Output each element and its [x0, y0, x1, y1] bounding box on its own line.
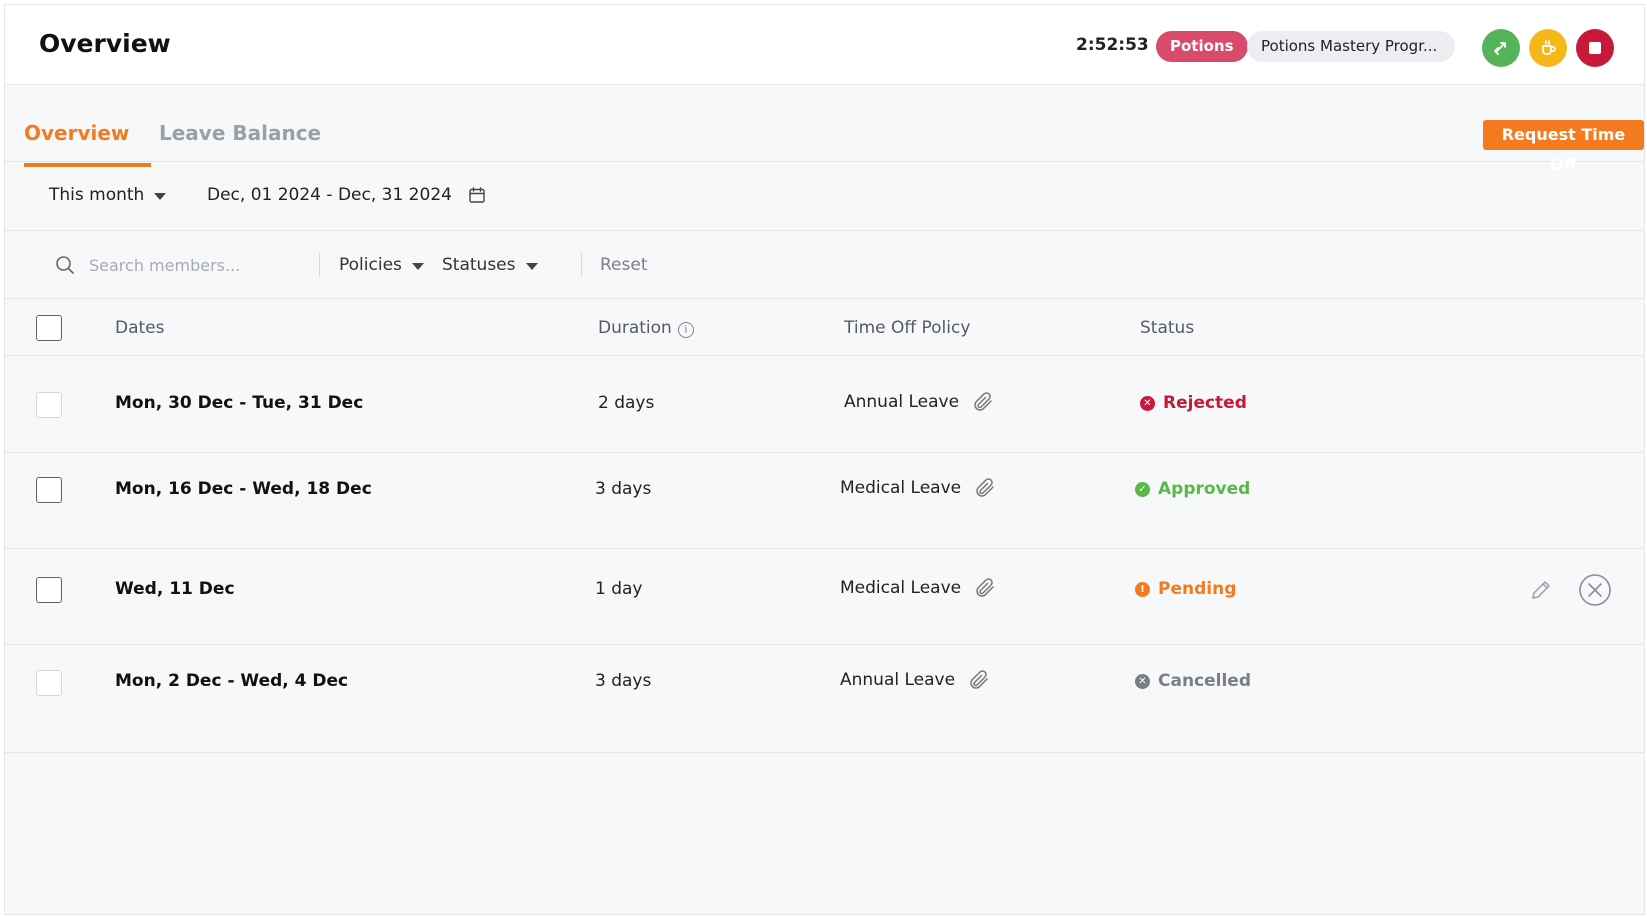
row-policy: Annual Leave — [844, 390, 995, 414]
row-dates: Wed, 11 Dec — [115, 579, 235, 599]
break-button[interactable] — [1529, 29, 1567, 67]
table-row[interactable]: Mon, 16 Dec - Wed, 18 Dec 3 days Medical… — [5, 453, 1644, 549]
filter-divider — [319, 253, 320, 277]
column-duration-label: Duration — [598, 318, 672, 338]
select-all-checkbox[interactable] — [36, 315, 62, 341]
row-status-label: Cancelled — [1158, 671, 1252, 691]
paperclip-icon[interactable] — [967, 668, 991, 692]
policies-label: Policies — [339, 255, 402, 275]
page-title: Overview — [39, 29, 171, 58]
row-status: ! Pending — [1135, 579, 1236, 599]
coffee-cup-icon — [1542, 40, 1556, 55]
top-header: Overview 2:52:53 Potions Potions Mastery… — [5, 5, 1644, 85]
row-status-label: Pending — [1158, 579, 1237, 599]
date-range-picker[interactable]: Dec, 01 2024 - Dec, 31 2024 — [207, 185, 486, 205]
row-policy-label: Annual Leave — [840, 670, 956, 690]
cancel-request-icon[interactable] — [1578, 573, 1612, 607]
paperclip-icon[interactable] — [971, 390, 995, 414]
column-status[interactable]: Status — [1140, 318, 1195, 338]
row-checkbox[interactable] — [36, 577, 62, 603]
row-checkbox — [36, 670, 62, 696]
range-dropdown-label: This month — [49, 185, 145, 205]
pending-icon: ! — [1135, 581, 1150, 597]
row-duration: 2 days — [598, 393, 655, 413]
filter-divider — [581, 253, 582, 277]
timer-display: 2:52:53 — [1076, 35, 1149, 55]
request-time-off-button[interactable]: Request Time Off — [1483, 120, 1644, 174]
calendar-icon — [469, 187, 485, 203]
tab-overview[interactable]: Overview — [24, 121, 151, 167]
switch-task-button[interactable] — [1482, 29, 1520, 67]
caret-down-icon — [525, 263, 538, 270]
table-row[interactable]: Wed, 11 Dec 1 day Medical Leave ! Pendin… — [5, 549, 1644, 645]
range-dropdown[interactable]: This month — [49, 185, 167, 205]
row-policy-label: Medical Leave — [840, 578, 962, 598]
rejected-icon: ✕ — [1140, 395, 1155, 411]
paperclip-icon[interactable] — [973, 476, 997, 500]
approved-icon: ✓ — [1135, 481, 1150, 497]
table-row[interactable]: Mon, 2 Dec - Wed, 4 Dec 3 days Annual Le… — [5, 645, 1644, 753]
row-dates: Mon, 30 Dec - Tue, 31 Dec — [115, 393, 364, 413]
row-duration: 1 day — [595, 579, 643, 599]
row-status-label: Approved — [1158, 479, 1251, 499]
row-policy: Annual Leave — [840, 668, 991, 692]
row-status: ✕ Rejected — [1140, 393, 1247, 413]
column-dates[interactable]: Dates — [115, 318, 165, 338]
row-dates: Mon, 16 Dec - Wed, 18 Dec — [115, 479, 372, 499]
statuses-label: Statuses — [442, 255, 516, 275]
swap-icon — [1494, 42, 1506, 55]
info-icon[interactable]: i — [677, 321, 694, 338]
policies-dropdown[interactable]: Policies — [339, 255, 424, 275]
table-row[interactable]: Mon, 30 Dec - Tue, 31 Dec 2 days Annual … — [5, 357, 1644, 453]
row-actions — [1528, 573, 1612, 607]
row-status-label: Rejected — [1163, 393, 1247, 413]
row-duration: 3 days — [595, 479, 652, 499]
row-checkbox — [36, 392, 62, 418]
caret-down-icon — [154, 193, 167, 200]
tabs-bar: Overview Leave Balance Request Time Off — [5, 85, 1644, 174]
column-duration[interactable]: Duration i — [598, 318, 694, 338]
reset-filters-button[interactable]: Reset — [600, 255, 648, 275]
task-selector[interactable]: Potions Mastery Progr... — [1247, 31, 1455, 62]
project-badge[interactable]: Potions — [1156, 31, 1248, 62]
stop-timer-button[interactable] — [1576, 29, 1614, 67]
row-policy: Medical Leave — [840, 576, 997, 600]
table-header: Dates Duration i Time Off Policy Status — [5, 299, 1644, 356]
date-filter-row: This month Dec, 01 2024 - Dec, 31 2024 — [5, 163, 1644, 231]
row-status: ✕ Cancelled — [1135, 671, 1251, 691]
cancelled-icon: ✕ — [1135, 673, 1150, 689]
paperclip-icon[interactable] — [973, 576, 997, 600]
statuses-dropdown[interactable]: Statuses — [442, 255, 538, 275]
row-policy-label: Annual Leave — [844, 392, 960, 412]
stop-icon — [1589, 42, 1601, 54]
app-frame: Overview 2:52:53 Potions Potions Mastery… — [4, 4, 1645, 915]
row-dates: Mon, 2 Dec - Wed, 4 Dec — [115, 671, 349, 691]
row-policy: Medical Leave — [840, 476, 997, 500]
row-status: ✓ Approved — [1135, 479, 1250, 499]
row-policy-label: Medical Leave — [840, 478, 962, 498]
search-filter-row: Policies Statuses Reset — [5, 231, 1644, 299]
edit-pencil-icon[interactable] — [1528, 577, 1554, 603]
caret-down-icon — [411, 263, 424, 270]
row-checkbox[interactable] — [36, 477, 62, 503]
date-range-label: Dec, 01 2024 - Dec, 31 2024 — [207, 185, 452, 205]
search-members-input[interactable] — [89, 251, 309, 279]
column-time-off-policy[interactable]: Time Off Policy — [844, 318, 971, 338]
search-icon — [56, 256, 74, 274]
tab-leave-balance[interactable]: Leave Balance — [159, 121, 322, 145]
row-duration: 3 days — [595, 671, 652, 691]
